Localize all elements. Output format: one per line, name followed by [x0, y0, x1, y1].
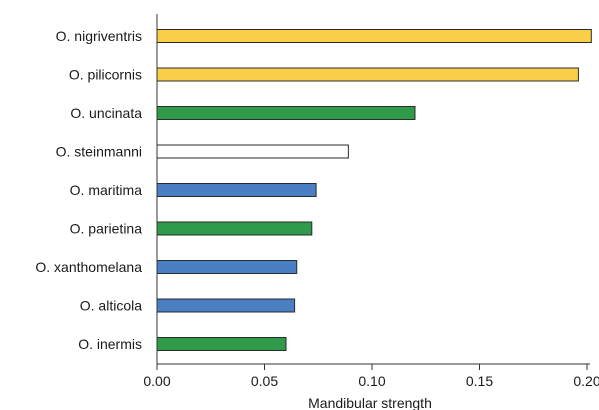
bar-o-steinmanni — [156, 144, 349, 159]
category-label: O. alticola — [80, 298, 142, 314]
x-tick-label: 0.10 — [358, 373, 385, 389]
x-tick-label: 0.20 — [573, 373, 599, 389]
category-label: O. inermis — [78, 336, 142, 352]
category-label: O. uncinata — [70, 105, 142, 121]
category-labels: O. nigriventris O. pilicornis O. uncinata O… — [35, 28, 142, 352]
x-tick-label: 0.05 — [251, 373, 278, 389]
category-label: O. parietina — [70, 221, 143, 237]
bar-o-pilicornis — [156, 67, 579, 82]
bar-o-nigriventris — [156, 29, 592, 43]
bar-o-inermis — [156, 337, 287, 351]
category-label: O. steinmanni — [56, 144, 142, 160]
x-ticks: 0.00 0.05 0.10 0.15 0.20 — [143, 364, 599, 389]
x-tick-label: 0.15 — [466, 373, 493, 389]
bar-o-alticola — [156, 298, 296, 313]
bar-o-xanthomelana — [156, 260, 298, 274]
bar-o-uncinata — [156, 106, 416, 120]
category-label: O. xanthomelana — [35, 259, 142, 275]
x-axis-title: Mandibular strength — [308, 395, 432, 410]
category-label: O. maritima — [70, 182, 143, 198]
x-tick-label: 0.00 — [143, 373, 170, 389]
category-label: O. nigriventris — [56, 28, 142, 44]
category-label: O. pilicornis — [69, 67, 142, 83]
bar-o-parietina — [156, 221, 313, 236]
bars-group — [156, 29, 592, 351]
bar-o-maritima — [156, 183, 317, 197]
